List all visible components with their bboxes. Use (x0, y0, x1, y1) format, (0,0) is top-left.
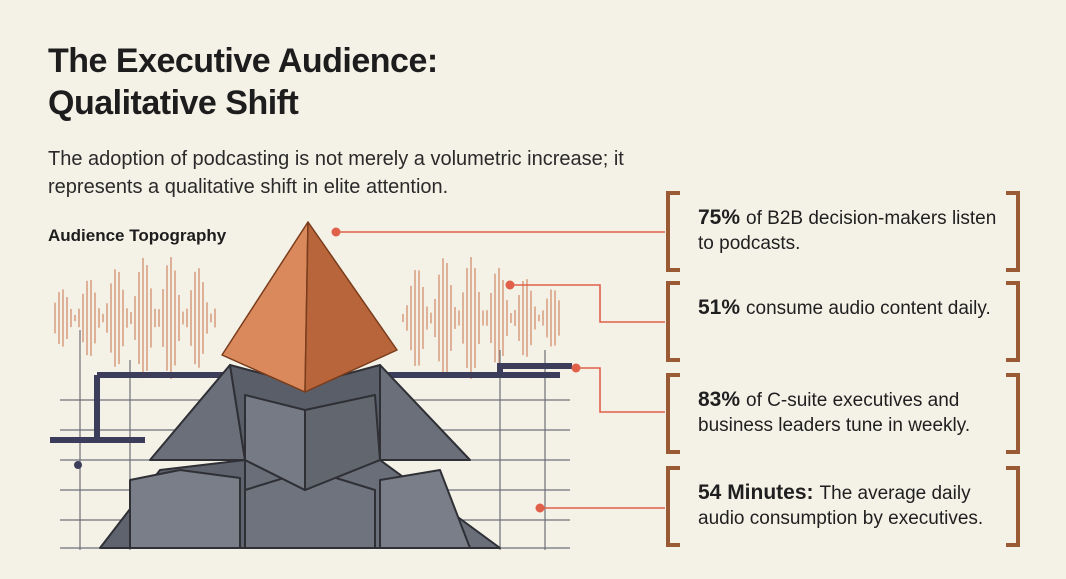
subtitle: The adoption of podcasting is not merely… (48, 148, 624, 198)
right-bracket (1006, 281, 1020, 362)
stat-text: of C-suite executives and business leade… (698, 390, 971, 436)
stat: 54 Minutes: The average daily audio consu… (698, 480, 1008, 531)
left-bracket (666, 466, 680, 547)
stat-text: consume audio content daily. (746, 298, 991, 319)
stat-highlight: 83% (698, 388, 741, 411)
right-bracket (1006, 191, 1020, 272)
stone-pyramid (99, 364, 501, 549)
stat-text: of B2B decision-makers listen to podcast… (698, 208, 997, 254)
stat-text: The average daily audio consumption by e… (698, 483, 984, 529)
right-bracket (1006, 466, 1020, 547)
sound-waves (54, 257, 560, 379)
stat: 51% consume audio content daily. (698, 295, 1008, 321)
leader-lines (336, 231, 665, 509)
stat: 83% of C-suite executives and business le… (698, 387, 1008, 438)
left-bracket (666, 281, 680, 362)
copper-apex (221, 221, 398, 393)
stat-highlight: 75% (698, 206, 741, 229)
stat: 75% of B2B decision-makers listen to podc… (698, 205, 1008, 256)
stat-highlight: 51% (698, 296, 741, 319)
left-bracket (666, 191, 680, 272)
node (74, 461, 82, 469)
title: The Executive Audience: Qualitative Shif… (48, 42, 438, 122)
left-bracket (666, 373, 680, 454)
brackets (666, 191, 1020, 547)
stat-highlight: 54 Minutes: (698, 481, 814, 504)
leader-dots (331, 227, 581, 513)
right-bracket (1006, 373, 1020, 454)
illustration-label: Audience Topography (48, 226, 227, 245)
